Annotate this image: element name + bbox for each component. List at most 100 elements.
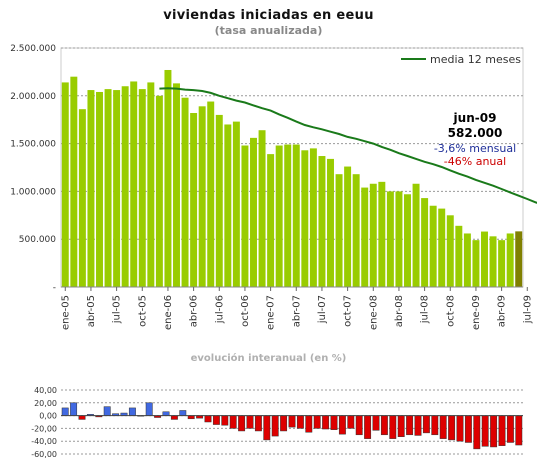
y-tick-label: -60,00 bbox=[31, 450, 57, 459]
bar bbox=[369, 183, 377, 287]
bar bbox=[96, 91, 103, 287]
x-tick-label: ene-06 bbox=[163, 295, 174, 330]
bar bbox=[438, 208, 446, 287]
x-tick-label: jul-09 bbox=[522, 295, 533, 324]
x-tick-label: oct-06 bbox=[240, 295, 251, 327]
bar bbox=[224, 124, 232, 287]
bar bbox=[515, 231, 523, 287]
bar bbox=[70, 76, 78, 288]
y-tick-label: 1.000.000 bbox=[10, 187, 56, 197]
y-tick-label: - bbox=[53, 283, 56, 293]
bar bbox=[389, 415, 397, 439]
bar bbox=[138, 89, 146, 287]
y-tick-label: -20,00 bbox=[31, 424, 57, 433]
y-tick-label: -40,00 bbox=[31, 437, 57, 446]
bar bbox=[103, 406, 111, 416]
bar bbox=[448, 415, 456, 441]
bar bbox=[301, 150, 309, 287]
x-tick-label: jul-07 bbox=[317, 295, 328, 324]
annotation-monthly: -3,6% mensual bbox=[434, 142, 516, 155]
bar bbox=[288, 415, 296, 428]
main-chart: - 500.000 1.000.000 1.500.000 2.000.000 2.500… bbox=[10, 44, 537, 330]
bar bbox=[422, 415, 430, 434]
bar bbox=[330, 415, 338, 430]
legend-label: media 12 meses bbox=[430, 53, 521, 66]
bar bbox=[232, 121, 240, 287]
y-tick-label: 1.500.000 bbox=[10, 140, 56, 150]
bar bbox=[296, 415, 304, 429]
bar bbox=[284, 144, 292, 287]
x-tick-label: oct-07 bbox=[343, 295, 354, 327]
bar bbox=[446, 215, 454, 287]
bar bbox=[212, 415, 220, 425]
bar bbox=[280, 415, 288, 432]
bar bbox=[456, 415, 464, 442]
bar bbox=[347, 415, 355, 429]
x-tick-label: oct-05 bbox=[137, 295, 148, 327]
bar bbox=[464, 415, 472, 443]
bar bbox=[506, 233, 514, 287]
bar bbox=[78, 415, 86, 420]
bar bbox=[267, 154, 275, 287]
bottom-chart-title: evolución interanual (en %) bbox=[190, 353, 347, 364]
bar bbox=[322, 415, 330, 430]
bar bbox=[489, 236, 497, 287]
bar bbox=[481, 415, 489, 447]
bar bbox=[380, 415, 388, 436]
bottom-chart: 40,00 20,00 0,00 -20,00 -40,00 -60,00 bbox=[31, 386, 523, 459]
bar bbox=[412, 183, 420, 287]
bar bbox=[164, 69, 172, 287]
bar bbox=[204, 415, 212, 423]
bar bbox=[221, 415, 229, 426]
bar bbox=[70, 402, 78, 416]
bar bbox=[207, 101, 215, 287]
bar bbox=[378, 181, 386, 287]
bar bbox=[173, 83, 180, 287]
y-tick-label: 20,00 bbox=[34, 399, 57, 408]
bar bbox=[258, 130, 266, 287]
annotation: jun-09 582.000 -3,6% mensual -46% anual bbox=[434, 111, 516, 168]
bar bbox=[246, 415, 254, 429]
bar bbox=[309, 148, 317, 287]
bar bbox=[241, 145, 249, 287]
bar bbox=[406, 415, 414, 436]
bar bbox=[421, 198, 429, 287]
bar bbox=[397, 415, 405, 437]
bar bbox=[414, 415, 422, 436]
bar bbox=[292, 144, 300, 287]
x-tick-label: ene-07 bbox=[266, 295, 277, 330]
bar bbox=[429, 205, 437, 287]
annotation-month: jun-09 bbox=[453, 111, 497, 125]
chart-subtitle: (tasa anualizada) bbox=[214, 24, 323, 37]
bar bbox=[147, 82, 155, 287]
bar bbox=[439, 415, 447, 439]
bar bbox=[215, 114, 223, 287]
bar bbox=[271, 415, 279, 437]
bar bbox=[263, 415, 271, 441]
annotation-value: 582.000 bbox=[448, 126, 503, 140]
bar bbox=[481, 231, 488, 287]
bar bbox=[386, 191, 394, 287]
bar bbox=[490, 415, 498, 448]
y-tick-label: 500.000 bbox=[19, 235, 56, 245]
bar bbox=[318, 156, 326, 287]
bar bbox=[515, 415, 523, 446]
chart-title: viviendas iniciadas en eeuu bbox=[163, 8, 374, 23]
x-tick-label: abr-09 bbox=[497, 295, 508, 327]
series-line-media-12-meses bbox=[159, 87, 537, 204]
x-tick-label: ene-08 bbox=[368, 295, 379, 330]
bar bbox=[198, 106, 206, 287]
x-tick-label: jul-08 bbox=[420, 295, 431, 324]
bar bbox=[305, 415, 313, 433]
bar bbox=[361, 187, 369, 287]
bar bbox=[327, 158, 334, 287]
bar bbox=[275, 145, 283, 287]
bar bbox=[338, 415, 346, 435]
x-tick-label: ene-05 bbox=[60, 295, 71, 330]
bar bbox=[250, 137, 257, 287]
bar bbox=[463, 233, 471, 287]
bar bbox=[179, 410, 187, 416]
bar bbox=[238, 415, 246, 432]
y-tick-label: 0,00 bbox=[39, 412, 57, 421]
